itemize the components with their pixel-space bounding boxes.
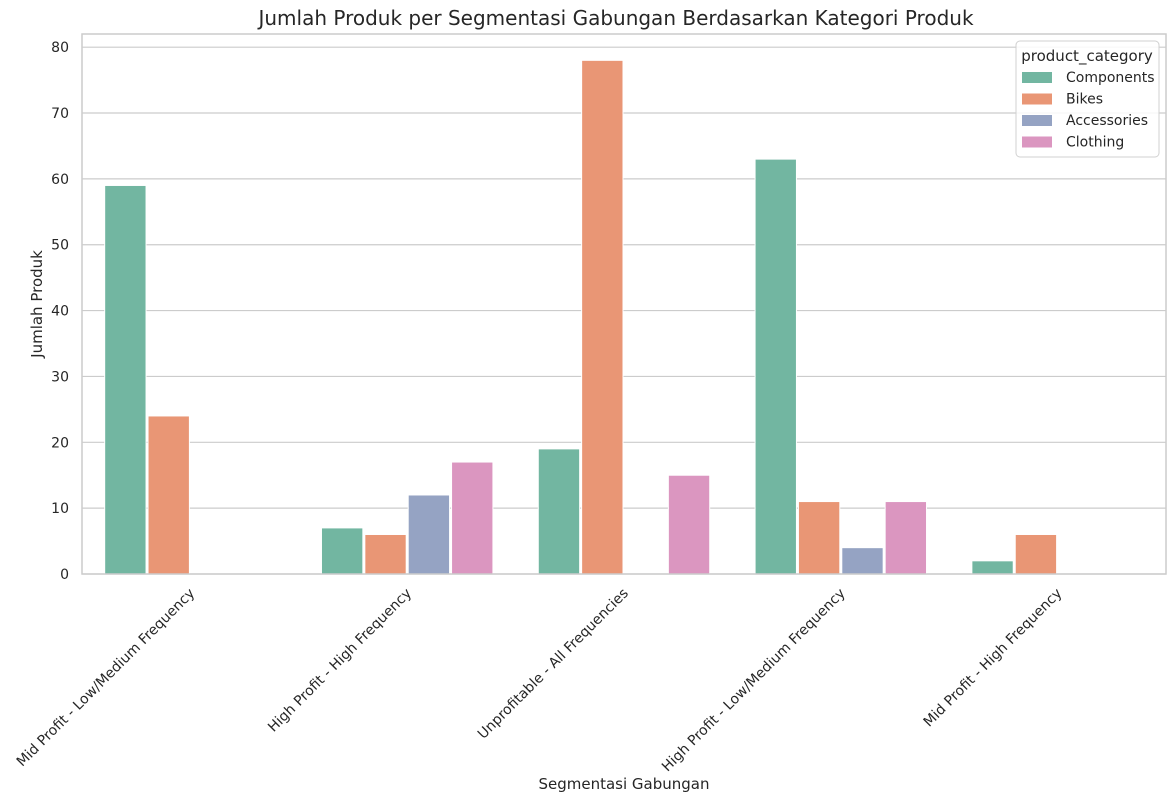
bar-components bbox=[537, 448, 581, 575]
legend-title: product_category bbox=[1021, 47, 1153, 66]
y-tick-label: 70 bbox=[51, 106, 69, 122]
bar-clothing bbox=[667, 474, 711, 575]
plot-frame bbox=[81, 33, 1167, 575]
bar-bikes bbox=[797, 501, 841, 575]
bar-bikes bbox=[364, 533, 407, 575]
legend-label: Components bbox=[1066, 70, 1155, 86]
bar-components bbox=[104, 184, 147, 575]
y-tick-label: 30 bbox=[51, 369, 69, 385]
x-tick-label: Mid Profit - Low/Medium Frequency bbox=[14, 586, 198, 770]
gridlines bbox=[82, 46, 1166, 575]
bar-bikes bbox=[147, 415, 190, 575]
bar-clothing bbox=[884, 501, 928, 575]
bar-bikes bbox=[581, 59, 624, 575]
legend-swatch bbox=[1022, 72, 1052, 83]
legend-swatch bbox=[1022, 136, 1052, 148]
y-axis-label: Jumlah Produk bbox=[28, 250, 46, 359]
y-tick-label: 60 bbox=[51, 172, 69, 188]
x-tick-label: High Profit - High Frequency bbox=[265, 586, 415, 736]
legend: product_category Components Bikes Accessor… bbox=[1015, 40, 1160, 158]
x-tick-label: Mid Profit - High Frequency bbox=[921, 586, 1066, 731]
y-tick-label: 20 bbox=[51, 435, 69, 451]
bar-bikes bbox=[1014, 533, 1058, 575]
chart-title: Jumlah Produk per Segmentasi Gabungan Be… bbox=[256, 6, 973, 30]
legend-items: Components Bikes Accessories Clothing bbox=[1022, 70, 1155, 151]
legend-label: Bikes bbox=[1066, 92, 1103, 108]
bar-clothing bbox=[451, 461, 494, 575]
x-tick-label: High Profit - Low/Medium Frequency bbox=[659, 586, 849, 776]
x-axis-label: Segmentasi Gabungan bbox=[538, 775, 709, 793]
x-tick-label: Unprofitable - All Frequencies bbox=[475, 586, 632, 743]
y-tick-label: 0 bbox=[60, 567, 69, 583]
bar-accessories bbox=[407, 494, 451, 575]
legend-swatch bbox=[1022, 93, 1052, 105]
bar-components bbox=[754, 158, 797, 575]
legend-label: Clothing bbox=[1066, 135, 1124, 151]
bar-accessories bbox=[841, 547, 884, 575]
bar-components bbox=[971, 560, 1014, 575]
y-tick-label: 40 bbox=[51, 304, 69, 320]
legend-label: Accessories bbox=[1066, 113, 1148, 129]
legend-swatch bbox=[1022, 115, 1052, 126]
y-axis-ticks: 0 10 20 30 40 50 60 70 80 bbox=[51, 40, 69, 583]
y-tick-label: 80 bbox=[51, 40, 69, 56]
y-tick-label: 10 bbox=[51, 501, 69, 517]
legend-box bbox=[1015, 40, 1160, 158]
x-axis-ticks: Mid Profit - Low/Medium Frequency High Pr… bbox=[14, 586, 1066, 776]
bars bbox=[104, 59, 1058, 575]
bar-components bbox=[320, 527, 364, 575]
y-tick-label: 50 bbox=[51, 238, 69, 254]
